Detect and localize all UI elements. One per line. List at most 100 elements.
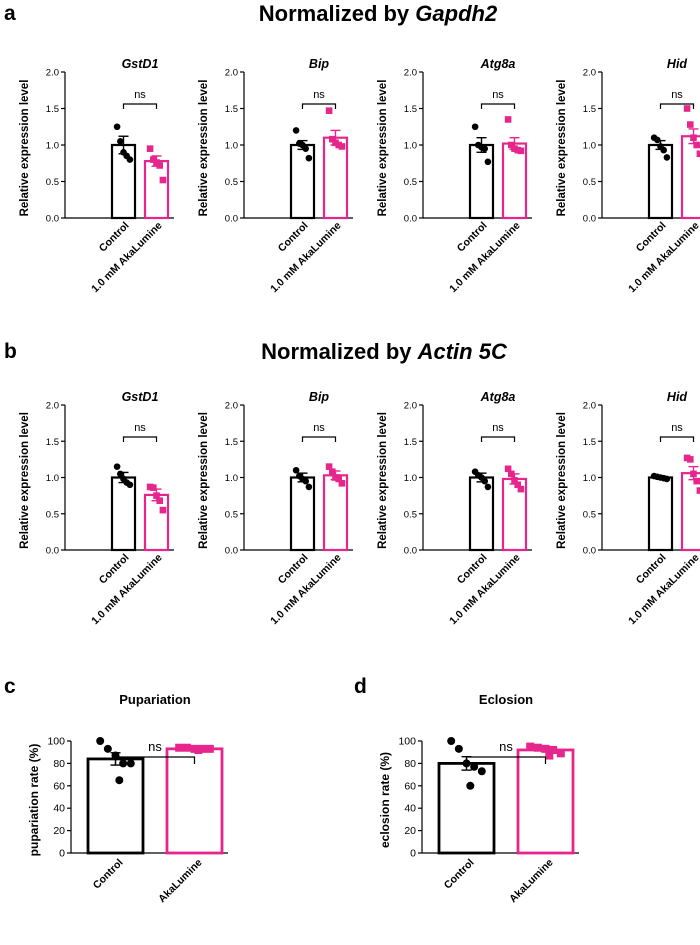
y-tick-label: 0.5: [46, 177, 59, 188]
data-point: [508, 470, 515, 478]
chart-title: Bip: [309, 57, 330, 71]
panel-label-b: b: [4, 340, 17, 363]
y-tick-label: 0.0: [46, 546, 59, 557]
chart-title: Atg8a: [480, 390, 516, 404]
data-point: [103, 744, 112, 753]
data-point: [687, 121, 694, 128]
y-tick-label: 0.5: [225, 177, 238, 188]
data-point: [484, 158, 492, 166]
bar-control: [86, 757, 145, 855]
data-point: [690, 134, 697, 141]
y-tick-label: 1.0: [404, 141, 417, 152]
data-point: [654, 136, 661, 144]
data-point: [150, 484, 157, 491]
significance-bracket: [122, 103, 158, 109]
data-point: [517, 147, 525, 155]
y-tick-label: 1.5: [404, 437, 417, 448]
data-point: [126, 481, 134, 489]
x-category-label: AkaLumine: [507, 857, 556, 906]
y-tick-label: 60: [404, 780, 416, 792]
data-point: [470, 762, 479, 771]
y-axis-label: Relative expression level: [556, 412, 568, 549]
chart-d: 0 20 40 60 80 100 eclosion rate (%) Control AkaL…: [378, 692, 579, 905]
significance-label: ns: [499, 739, 513, 754]
data-point: [526, 742, 535, 751]
data-point: [549, 745, 558, 754]
data-point: [511, 477, 518, 484]
significance-bracket: [114, 756, 196, 764]
data-point: [696, 150, 700, 158]
significance-label: ns: [671, 422, 683, 434]
y-tick-label: 80: [53, 758, 65, 770]
data-point: [329, 135, 336, 143]
y-tick-label: 40: [404, 803, 416, 815]
y-tick-label: 2.0: [225, 401, 238, 412]
y-tick-label: 60: [53, 780, 65, 792]
data-point: [683, 105, 691, 112]
bar-treatment: [680, 135, 700, 220]
y-tick-label: 1.5: [404, 104, 417, 115]
data-point: [504, 465, 512, 473]
y-tick-label: 2.0: [583, 68, 596, 79]
data-point: [687, 456, 694, 463]
data-point: [156, 497, 163, 504]
data-point: [292, 466, 300, 474]
y-tick-label: 1.0: [46, 473, 59, 484]
y-tick-label: 1.5: [46, 437, 59, 448]
bar-treatment: [165, 747, 224, 855]
data-point: [663, 154, 671, 161]
significance-bracket: [659, 103, 695, 109]
data-point: [533, 743, 542, 752]
significance-bracket: [122, 436, 158, 442]
y-tick-label: 1.0: [583, 141, 596, 152]
y-axis-label: Relative expression level: [198, 412, 210, 549]
data-point: [545, 751, 554, 760]
bar-treatment: [516, 748, 575, 855]
data-point: [660, 146, 667, 154]
y-tick-label: 2.0: [46, 68, 59, 79]
significance-bracket: [480, 103, 516, 109]
y-tick-label: 20: [53, 825, 65, 837]
data-point: [117, 138, 124, 145]
bar-treatment: [680, 472, 700, 552]
data-point: [156, 162, 163, 169]
significance-label: ns: [134, 422, 146, 434]
data-point: [690, 470, 697, 478]
y-tick-label: 100: [398, 736, 416, 748]
x-category-label: Control: [442, 857, 477, 892]
data-point: [338, 480, 346, 487]
panel-label-d: d: [354, 675, 367, 698]
significance-bracket: [301, 436, 337, 442]
bar-treatment: [501, 142, 528, 220]
y-axis-label: Relative expression level: [19, 412, 31, 549]
data-point: [541, 744, 550, 753]
chart-title: Hid: [667, 390, 688, 404]
data-point: [556, 749, 565, 758]
significance-bracket: [301, 103, 337, 109]
data-point: [159, 506, 167, 514]
y-tick-label: 0.0: [583, 546, 596, 557]
data-point: [693, 477, 700, 485]
significance-label: ns: [492, 89, 504, 101]
y-tick-label: 1.0: [46, 141, 59, 152]
heading-a-prefix: Normalized by: [259, 1, 415, 26]
y-axis-label: eclosion rate (%): [378, 752, 392, 848]
data-point: [466, 781, 475, 790]
chart-title: Pupariation: [119, 692, 191, 707]
data-point: [305, 483, 313, 491]
y-tick-label: 0.0: [225, 214, 238, 225]
data-point: [447, 737, 456, 745]
data-point: [329, 468, 336, 475]
y-tick-label: 0.5: [583, 177, 596, 188]
bar-treatment: [143, 159, 170, 220]
y-tick-label: 0.5: [225, 509, 238, 520]
bar-control: [647, 476, 674, 552]
data-point: [113, 463, 121, 470]
significance-label: ns: [313, 89, 325, 101]
chart-a3: 0.0 0.5 1.0 1.5 2.0 Relative expression level…: [377, 57, 532, 295]
data-point: [146, 145, 154, 152]
y-tick-label: 2.0: [404, 401, 417, 412]
heading-a: Normalized by Gapdh2: [259, 1, 498, 26]
data-point: [693, 141, 700, 149]
